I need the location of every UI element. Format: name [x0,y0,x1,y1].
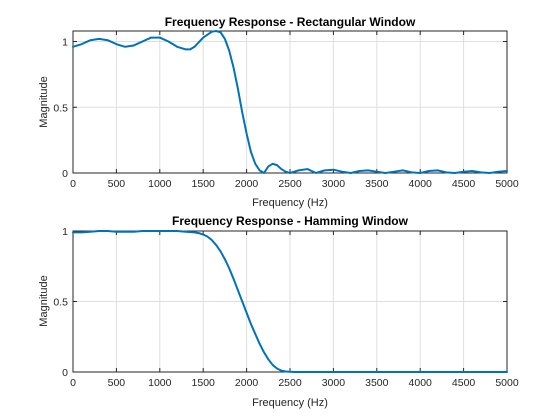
x-tick-label: 500 [108,178,126,190]
x-axis-label: Frequency (Hz) [252,197,328,209]
y-tick-label: 0.5 [53,297,68,309]
x-tick-label: 2000 [235,377,259,389]
x-tick-label: 4000 [409,178,433,190]
x-tick-label: 3500 [365,178,389,190]
x-tick-label: 5000 [495,178,519,190]
y-axis-label: Magnitude [38,76,50,127]
x-tick-label: 2500 [278,178,302,190]
x-tick-label: 4500 [452,178,476,190]
x-tick-label: 1000 [148,377,172,389]
x-tick-label: 0 [70,178,76,190]
y-tick-label: 0.5 [53,102,68,114]
x-tick-label: 4000 [409,377,433,389]
y-axis-label: Magnitude [38,275,50,326]
x-tick-label: 0 [70,377,76,389]
axes-rectangular-window: 0 500 1000 1500 2000 2500 3000 3500 4000 4500 5000… [38,15,519,209]
x-tick-label: 2000 [235,178,259,190]
y-tick-label: 0 [62,168,68,180]
y-tick-label: 1 [62,37,68,49]
magnitude-response-line [72,30,508,174]
x-tick-label: 3500 [365,377,389,389]
magnitude-response-line [72,230,508,373]
x-tick-label: 2500 [278,377,302,389]
axes-title: Frequency Response - Rectangular Window [165,15,416,29]
x-tick-label: 3000 [322,178,346,190]
x-tick-label: 1500 [192,178,216,190]
x-tick-label: 1000 [148,178,172,190]
y-tick-label: 0 [62,367,68,379]
axes-title: Frequency Response - Hamming Window [172,214,409,228]
x-tick-label: 3000 [322,377,346,389]
x-tick-label: 500 [108,377,126,389]
x-tick-label: 5000 [495,377,519,389]
y-tick-label: 1 [62,226,68,238]
x-tick-label: 4500 [452,377,476,389]
axes-hamming-window: 0 500 1000 1500 2000 2500 3000 3500 4000 4500 5000… [38,214,519,409]
x-axis-label: Frequency (Hz) [252,397,328,409]
x-tick-label: 1500 [192,377,216,389]
